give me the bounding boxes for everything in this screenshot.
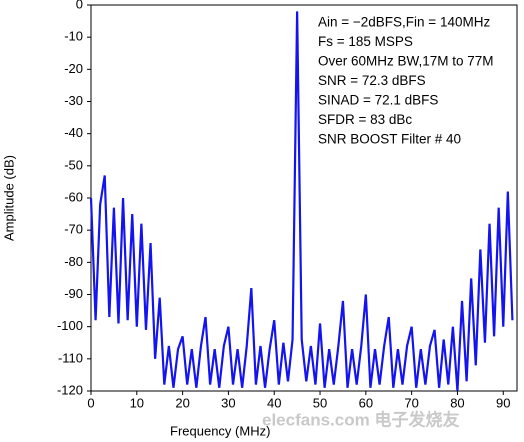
- annotation: SINAD = 72.1 dBFS: [318, 93, 438, 108]
- x-axis-label: Frequency (MHz): [170, 423, 270, 438]
- x-tick-label: 30: [221, 395, 235, 410]
- x-tick-label: 0: [87, 395, 94, 410]
- y-tick-label: -120: [57, 382, 83, 397]
- x-tick-label: 40: [267, 395, 281, 410]
- y-tick-label: -40: [64, 125, 83, 140]
- annotation: Ain = −2dBFS,Fin = 140MHz: [318, 15, 490, 30]
- annotation: Over 60MHz BW,17M to 77M: [318, 54, 494, 69]
- y-tick-label: -20: [64, 61, 83, 76]
- y-tick-label: -70: [64, 222, 83, 237]
- annotation: SNR = 72.3 dBFS: [318, 73, 426, 88]
- x-tick-label: 60: [359, 395, 373, 410]
- x-tick-label: 10: [130, 395, 144, 410]
- y-tick-label: -50: [64, 157, 83, 172]
- y-axis-label: Amplitude (dB): [1, 155, 16, 241]
- x-tick-label: 80: [450, 395, 464, 410]
- y-tick-label: -110: [58, 350, 83, 365]
- y-tick-label: -100: [57, 318, 83, 333]
- annotation: SFDR = 83 dBc: [318, 112, 412, 127]
- watermark: elecfans.com 电子发烧友: [262, 409, 459, 429]
- annotation: Fs = 185 MSPS: [318, 34, 413, 49]
- y-tick-label: -10: [64, 29, 83, 44]
- spectrum-line: [89, 11, 514, 392]
- y-tick-label: -60: [64, 189, 83, 204]
- x-tick-label: 20: [175, 395, 189, 410]
- x-tick-label: 90: [496, 395, 510, 410]
- x-tick-label: 50: [313, 395, 327, 410]
- y-tick-label: 0: [76, 0, 83, 11]
- y-tick-label: -80: [64, 254, 83, 269]
- y-tick-label: -30: [64, 93, 83, 108]
- y-tick-label: -90: [64, 286, 83, 301]
- annotation: SNR BOOST Filter # 40: [318, 132, 461, 147]
- x-tick-label: 70: [404, 395, 418, 410]
